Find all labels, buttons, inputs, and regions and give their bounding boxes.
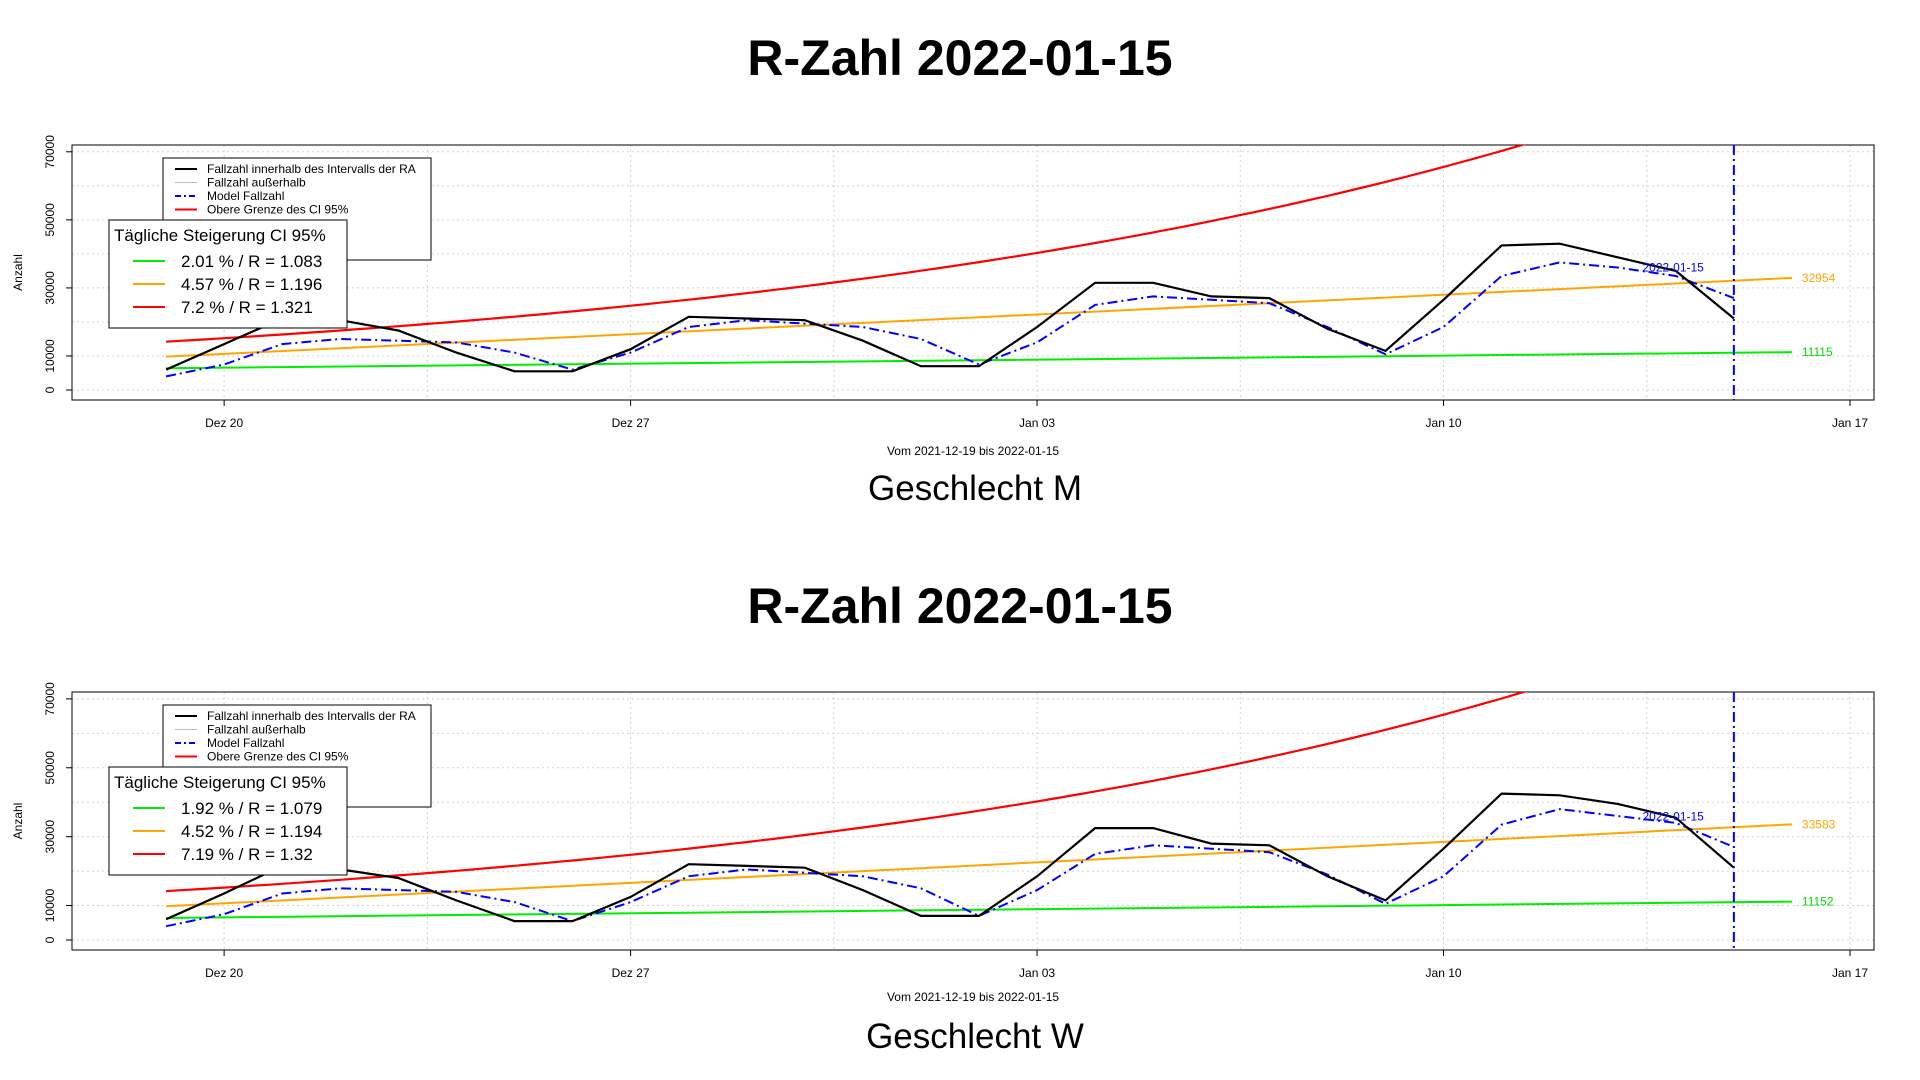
plot-area [165,692,1792,928]
y-axis-label: Anzahl [11,254,25,291]
chart-panel-2: R-Zahl 2022-01-15 0 10000 30000 50000 70000 An… [11,578,1875,1056]
x-tick-label: Jan 17 [1832,966,1868,980]
y-tick-label: 10000 [43,889,57,923]
legend-growth: Tägliche Steigerung CI 95% 2.01 % / R = 1… [108,219,348,329]
y-axis: 0 10000 30000 50000 70000 [43,682,72,943]
legend-growth-entry: 7.19 % / R = 1.32 [181,845,313,864]
y-tick-label: 0 [43,936,57,943]
series-orange-trend-line [166,276,1792,358]
legend-main-entry: Fallzahl innerhalb des Intervalls der RA [207,709,416,723]
legend-main-entry: Obere Grenze des CI 95% [207,203,349,217]
chart-panel-1: R-Zahl 2022-01-15 0 10000 30000 50000 70000 An… [11,30,1875,508]
legend-growth: Tägliche Steigerung CI 95% 1.92 % / R = 1… [108,766,348,876]
series-green-trend-line [166,900,1792,919]
legend-main-entry: Obere Grenze des CI 95% [207,750,349,764]
y-tick-label: 70000 [43,682,57,716]
legend-growth-title: Tägliche Steigerung CI 95% [114,773,326,792]
series-green-trend-line [166,351,1792,370]
y-tick-label: 30000 [43,271,57,305]
series-upper-ci-line [166,692,1528,893]
legend-growth-entry: 4.52 % / R = 1.194 [181,822,322,841]
plot-frame [71,691,1875,951]
legend-main-entry: Model Fallzahl [207,189,284,203]
legend-main-entry: Fallzahl innerhalb des Intervalls der RA [207,162,416,176]
y-tick-label: 10000 [43,339,57,373]
legend-main-entry: Fallzahl außerhalb [207,176,306,190]
date-marker-label: 2022-01-15 [1642,810,1704,824]
x-tick-label: Jan 03 [1019,966,1055,980]
x-axis: Dez 20 Dez 27 Jan 03 Jan 10 Jan 17 [205,400,1868,430]
x-axis-label: Vom 2021-12-19 bis 2022-01-15 [887,990,1059,1004]
plot-frame [71,144,1875,401]
series-upper-ci-line [166,145,1526,343]
legend-growth-entry: 4.57 % / R = 1.196 [181,275,322,294]
y-tick-label: 70000 [43,135,57,169]
series-model-line [165,808,1735,928]
chart-title: R-Zahl 2022-01-15 [747,578,1172,634]
series-observed-line [165,242,1735,373]
green-end-label: 11115 [1802,345,1833,359]
x-tick-label: Dez 20 [205,416,243,430]
x-tick-label: Jan 10 [1426,966,1462,980]
y-tick-label: 50000 [43,203,57,237]
x-axis: Dez 20 Dez 27 Jan 03 Jan 10 Jan 17 [205,950,1868,980]
legend-growth-box [108,219,348,329]
chart-subtitle: Geschlecht W [866,1017,1084,1056]
x-tick-label: Jan 17 [1832,416,1868,430]
legend-main-entry: Model Fallzahl [207,736,284,750]
orange-end-label: 32954 [1802,271,1836,285]
y-tick-label: 50000 [43,751,57,785]
legend-growth-entry: 7.2 % / R = 1.321 [181,298,313,317]
x-tick-label: Dez 27 [612,416,650,430]
y-tick-label: 30000 [43,820,57,854]
x-tick-label: Dez 27 [612,966,650,980]
y-tick-label: 0 [43,386,57,393]
legend-growth-entry: 1.92 % / R = 1.079 [181,799,322,818]
green-end-label: 11152 [1802,895,1834,909]
x-tick-label: Jan 10 [1426,416,1462,430]
x-tick-label: Dez 20 [205,966,243,980]
plot-area [165,145,1792,378]
legend-main-entry: Fallzahl außerhalb [207,723,306,737]
series-observed-line [165,792,1735,923]
y-axis-label: Anzahl [11,803,25,840]
x-axis-label: Vom 2021-12-19 bis 2022-01-15 [887,444,1059,458]
legend-growth-entry: 2.01 % / R = 1.083 [181,252,322,271]
date-marker-label: 2022-01-15 [1642,261,1704,275]
y-axis: 0 10000 30000 50000 70000 [43,135,72,393]
chart-title: R-Zahl 2022-01-15 [747,30,1172,86]
x-tick-label: Jan 03 [1019,416,1055,430]
legend-growth-box [108,766,348,876]
orange-end-label: 33583 [1802,817,1836,831]
chart-subtitle: Geschlecht M [868,469,1082,508]
legend-growth-title: Tägliche Steigerung CI 95% [114,226,326,245]
